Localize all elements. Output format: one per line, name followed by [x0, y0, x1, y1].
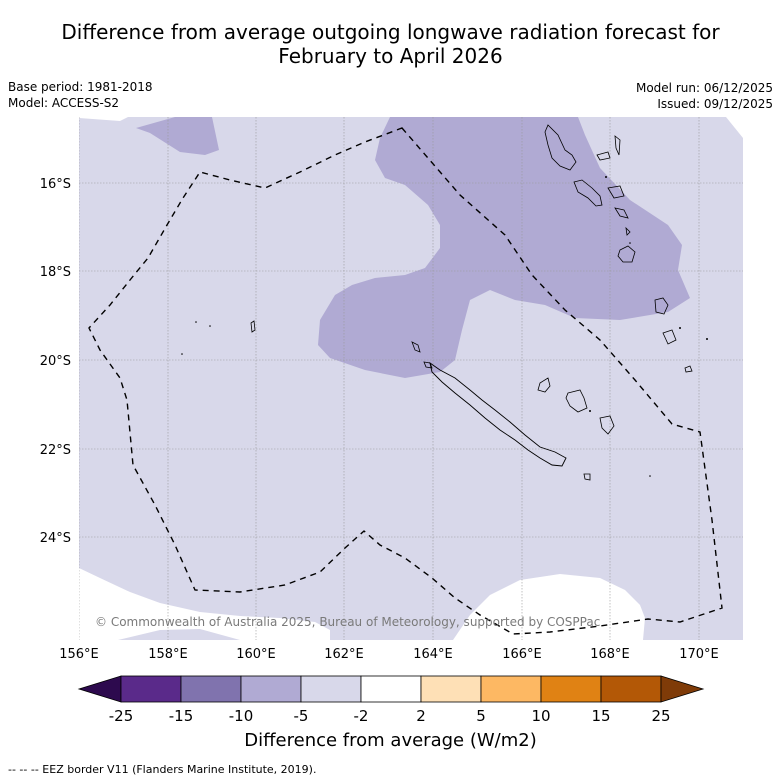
- model-name: Model: ACCESS-S2: [8, 96, 120, 110]
- base-period: Base period: 1981-2018: [8, 80, 153, 94]
- islet-coral-sea-a: [195, 321, 197, 323]
- colorbar-label: -2: [354, 707, 369, 725]
- erromango-island: [654, 297, 669, 315]
- colorbar-segment: [180, 675, 242, 703]
- anomaly-region-moderate: [318, 117, 690, 378]
- chesterfield-reef: [250, 320, 256, 333]
- colorbar-label: 2: [416, 707, 426, 725]
- colorbar-segment: [600, 675, 662, 703]
- lon-tick-label: 166°E: [502, 647, 542, 662]
- latitude-ticks: 16°S 18°S 20°S 22°S 24°S: [40, 177, 71, 546]
- anomaly-patch-nw: [136, 117, 219, 155]
- tanna-island: [662, 329, 677, 345]
- colorbar-segment: [240, 675, 302, 703]
- meta-right: Model run: 06/12/2025 Issued: 09/12/2025: [636, 80, 773, 112]
- islet-vanuatu-d: [629, 242, 631, 244]
- lon-tick-label: 170°E: [679, 647, 719, 662]
- issued-date: Issued: 09/12/2025: [657, 97, 773, 111]
- title-line-2: February to April 2026: [278, 44, 503, 68]
- lat-tick-label: 16°S: [40, 177, 71, 192]
- colorbar: [77, 675, 705, 703]
- lat-tick-label: 20°S: [40, 354, 71, 369]
- colorbar-extend-high: [660, 675, 705, 703]
- meta-left: Base period: 1981-2018 Model: ACCESS-S2: [8, 79, 153, 111]
- anomaly-strip-sw: [118, 629, 240, 640]
- colorbar-title: Difference from average (W/m2): [244, 730, 537, 751]
- eez-border: [88, 127, 723, 635]
- ambrym-island: [607, 185, 625, 199]
- maewo-island: [596, 151, 611, 161]
- lifou-island: [565, 389, 588, 413]
- islet-north: [423, 361, 433, 369]
- lon-tick-label: 156°E: [59, 647, 99, 662]
- colorbar-label: 5: [476, 707, 486, 725]
- efate-island: [617, 245, 636, 263]
- colorbar-segment: [540, 675, 602, 703]
- isle-of-pines: [583, 473, 591, 481]
- islet-coral-sea-c: [181, 353, 183, 355]
- aneityum-island: [684, 365, 693, 373]
- malekula-island: [573, 179, 603, 207]
- colorbar-label: -15: [169, 707, 194, 725]
- copyright-notice: © Commonwealth of Australia 2025, Bureau…: [95, 615, 600, 629]
- graticule: [79, 117, 743, 640]
- colorbar-label: -25: [109, 707, 134, 725]
- islet-walpole: [649, 475, 651, 477]
- colorbar-label: 25: [651, 707, 670, 725]
- neutral-area-south: [453, 574, 645, 640]
- colorbar-label: -5: [294, 707, 309, 725]
- anomaly-field-light: [79, 117, 743, 640]
- eez-footnote: -- -- -- EEZ border V11 (Flanders Marine…: [8, 763, 317, 776]
- espiritu-santo-island: [544, 124, 577, 171]
- colorbar-segment: [120, 675, 182, 703]
- islet-vanuatu-a: [605, 176, 607, 178]
- model-run: Model run: 06/12/2025: [635, 81, 773, 95]
- lon-tick-label: 162°E: [324, 647, 364, 662]
- epi-island: [614, 207, 629, 219]
- pentecost-island: [614, 135, 621, 156]
- lon-tick-label: 158°E: [148, 647, 188, 662]
- colorbar-segment: [300, 675, 362, 703]
- title-line-1: Difference from average outgoing longwav…: [61, 20, 720, 44]
- islet-vanuatu-b: [679, 327, 681, 329]
- colorbar-label: -10: [229, 707, 254, 725]
- lat-tick-label: 18°S: [40, 265, 71, 280]
- shepherd-islets: [625, 226, 631, 236]
- islet-vanuatu-c: [706, 338, 708, 340]
- new-caledonia-island: [429, 361, 567, 467]
- neutral-area-nw: [79, 117, 128, 121]
- colorbar-label: 10: [531, 707, 550, 725]
- colorbar-segment: [360, 675, 422, 703]
- neutral-area-ne: [726, 117, 743, 138]
- lon-tick-label: 164°E: [413, 647, 453, 662]
- ouvea-island: [537, 377, 551, 393]
- islet-tiga: [589, 410, 591, 412]
- neutral-area-sw: [79, 568, 330, 640]
- colorbar-labels: -25 -15 -10 -5 -2 2 5 10 15 25: [109, 707, 671, 725]
- colorbar-segment: [420, 675, 482, 703]
- lon-tick-label: 168°E: [590, 647, 630, 662]
- colorbar-label: 15: [591, 707, 610, 725]
- mare-island: [599, 415, 615, 435]
- longitude-ticks: 156°E 158°E 160°E 162°E 164°E 166°E 168°…: [59, 647, 719, 662]
- lon-tick-label: 160°E: [236, 647, 276, 662]
- islet-coral-sea-b: [209, 325, 211, 327]
- map-area: [79, 117, 743, 640]
- chart-title: Difference from average outgoing longwav…: [0, 20, 781, 68]
- lat-tick-label: 24°S: [40, 531, 71, 546]
- lat-tick-label: 22°S: [40, 443, 71, 458]
- islet-belep: [411, 341, 421, 353]
- colorbar-segment: [480, 675, 542, 703]
- colorbar-extend-low: [77, 675, 122, 703]
